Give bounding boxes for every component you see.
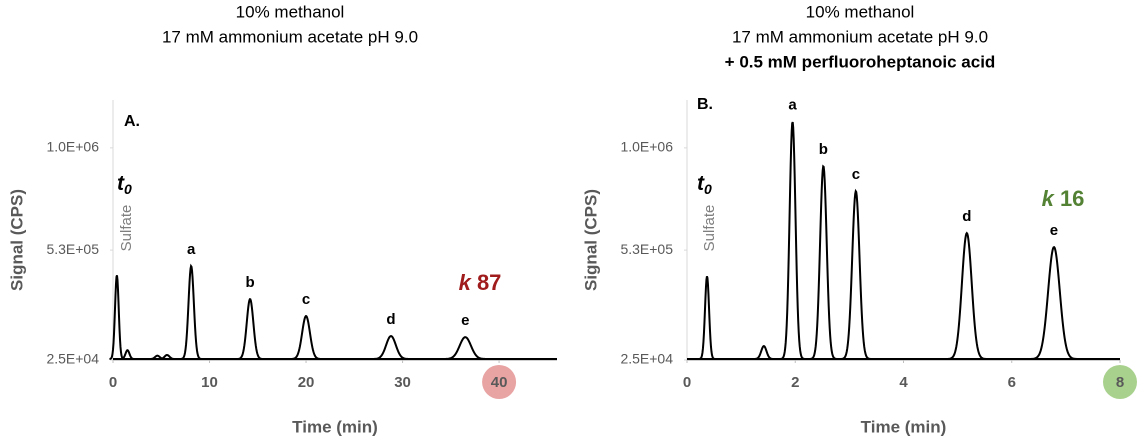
k-symbol: k xyxy=(1042,186,1056,211)
x-tick-label: 10 xyxy=(201,374,218,391)
t0-subscript: 0 xyxy=(124,181,132,197)
k-value: 87 xyxy=(477,270,501,295)
peak-label: c xyxy=(852,166,860,183)
y-tick-label: 5.3E+05 xyxy=(620,241,673,257)
peak-label: d xyxy=(962,208,971,225)
t0-label: t0 xyxy=(697,172,712,197)
peak xyxy=(841,188,871,360)
k-value: 16 xyxy=(1060,186,1084,211)
peak-label: e xyxy=(461,312,469,329)
sulfate-label: Sulfate xyxy=(118,205,135,252)
k-symbol: k xyxy=(459,270,473,295)
panel-label: A. xyxy=(124,113,140,130)
highlight-circle xyxy=(482,365,517,399)
peak-label: b xyxy=(819,141,828,158)
x-tick-label: 0 xyxy=(683,374,691,391)
peak xyxy=(1030,245,1078,360)
highlight-circle xyxy=(1103,365,1137,399)
peak xyxy=(109,275,125,360)
peak xyxy=(119,349,136,360)
x-axis-title: Time (min) xyxy=(861,417,947,436)
peak-label: d xyxy=(386,311,395,328)
x-tick-label: 2 xyxy=(791,374,799,391)
x-tick-label: 20 xyxy=(298,374,315,391)
x-axis-title: Time (min) xyxy=(292,417,378,436)
x-tick-label: 40 xyxy=(491,374,508,391)
peak xyxy=(442,336,488,360)
t0-label: t0 xyxy=(117,172,132,197)
chart-subtitle: + 0.5 mM perfluoroheptanoic acid xyxy=(725,52,996,71)
peak xyxy=(157,353,177,360)
chart-title: 10% methanol xyxy=(236,2,345,21)
peak xyxy=(780,121,805,360)
k-label: k 16 xyxy=(1042,186,1085,211)
peak xyxy=(947,231,987,360)
k-label: k 87 xyxy=(459,270,502,295)
y-axis-title: Signal (CPS) xyxy=(581,189,600,291)
t0-subscript: 0 xyxy=(704,181,712,197)
y-tick-label: 5.3E+05 xyxy=(46,241,99,257)
y-tick-label: 1.0E+06 xyxy=(620,139,673,155)
peak-label: a xyxy=(187,241,196,258)
chart-title: 10% methanol xyxy=(806,2,915,21)
y-tick-label: 2.5E+04 xyxy=(46,351,99,367)
x-tick-label: 8 xyxy=(1116,374,1124,391)
chart-title: 17 mM ammonium acetate pH 9.0 xyxy=(732,27,988,46)
panel-label: B. xyxy=(697,96,713,113)
chart-title: 17 mM ammonium acetate pH 9.0 xyxy=(162,27,418,46)
x-tick-label: 6 xyxy=(1008,374,1016,391)
peak xyxy=(290,315,322,360)
peak-label: b xyxy=(245,274,254,291)
x-tick-label: 30 xyxy=(394,374,411,391)
x-tick-label: 0 xyxy=(109,374,117,391)
peak xyxy=(371,335,411,360)
peak-label: e xyxy=(1050,222,1058,239)
peak xyxy=(753,344,775,360)
y-tick-label: 2.5E+04 xyxy=(620,351,673,367)
peak-label: a xyxy=(788,97,797,114)
peak xyxy=(698,276,716,360)
x-tick-label: 4 xyxy=(899,374,908,391)
t0-base: t xyxy=(117,172,125,195)
t0-base: t xyxy=(697,172,705,195)
peak xyxy=(180,263,202,360)
sulfate-label: Sulfate xyxy=(701,205,718,252)
peak-label: c xyxy=(302,291,310,308)
y-axis-title: Signal (CPS) xyxy=(7,189,26,291)
peak xyxy=(810,164,837,360)
peak xyxy=(236,298,263,360)
y-tick-label: 1.0E+06 xyxy=(46,139,99,155)
